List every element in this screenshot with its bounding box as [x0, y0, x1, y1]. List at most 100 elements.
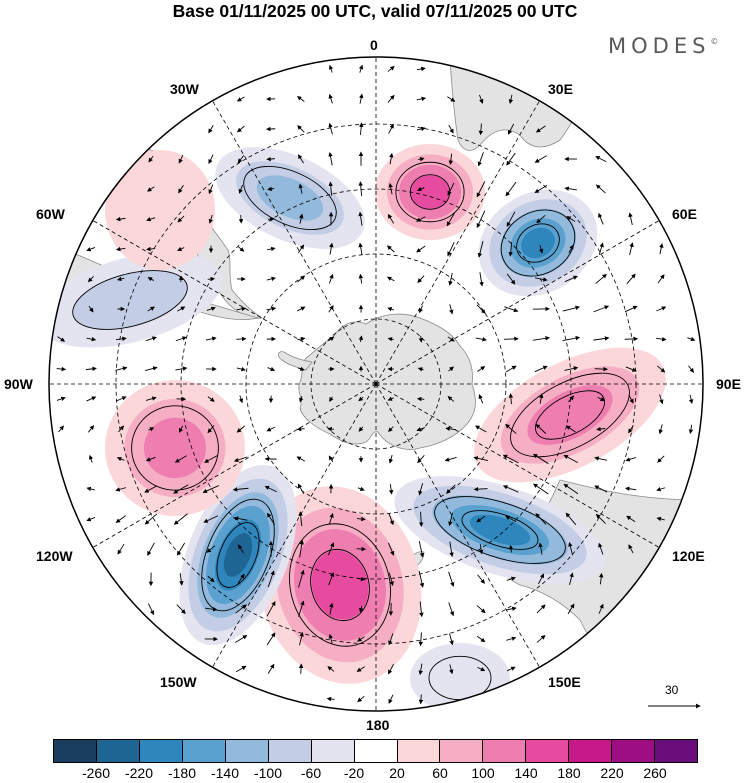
colorbar — [53, 739, 698, 763]
lon-label-150w: 150W — [160, 674, 197, 690]
wind-arrow — [504, 306, 519, 313]
wind-arrow — [57, 336, 66, 342]
wind-arrow — [56, 366, 67, 372]
wind-arrow — [236, 306, 247, 312]
wind-arrow — [299, 213, 304, 224]
wind-arrow — [388, 513, 394, 526]
wind-arrow — [418, 305, 424, 314]
wind-arrow — [144, 513, 158, 525]
wind-vectors — [56, 64, 696, 705]
wind-arrow — [656, 306, 667, 312]
wind-arrow — [562, 305, 580, 312]
wind-arrow — [388, 633, 394, 646]
wind-arrow — [658, 424, 663, 435]
wind-arrow — [446, 212, 456, 227]
wind-arrow — [534, 185, 548, 193]
wind-arrow — [88, 305, 94, 313]
wind-arrow — [357, 486, 365, 491]
colorbar-tick-label: -180 — [167, 765, 197, 781]
wind-arrow — [594, 456, 608, 461]
wind-arrow — [388, 542, 395, 556]
wind-arrow — [232, 487, 249, 492]
contour-ring — [516, 223, 560, 263]
wind-arrow — [387, 65, 395, 72]
wind-arrow — [418, 663, 423, 676]
wind-arrow — [147, 186, 155, 192]
wind-arrow — [595, 513, 606, 524]
wind-arrow — [688, 365, 694, 373]
wind-arrow — [538, 393, 544, 404]
wind-arrow — [568, 395, 575, 403]
wind-arrow — [418, 511, 424, 527]
wind-arrow — [356, 516, 366, 522]
wind-arrow — [237, 573, 245, 584]
wind-arrow — [328, 305, 334, 313]
colorbar-segment — [182, 740, 226, 762]
anomaly-cell — [394, 476, 606, 584]
chart-title: Base 01/11/2025 00 UTC, valid 07/11/2025… — [172, 1, 578, 21]
wind-arrow — [473, 486, 488, 492]
wind-arrow — [146, 246, 156, 252]
wind-arrow — [328, 93, 333, 104]
wind-arrow — [656, 487, 666, 492]
wind-arrow — [568, 244, 574, 253]
wind-arrow — [687, 336, 696, 342]
anomaly-contour — [434, 496, 566, 564]
wind-arrow — [502, 454, 519, 464]
wind-arrow — [444, 457, 457, 462]
colorbar-segment — [311, 740, 355, 762]
wind-arrow — [473, 456, 489, 461]
wind-arrow — [594, 366, 608, 372]
wind-arrow — [657, 455, 665, 463]
colorbar-tick-label: 100 — [471, 765, 495, 781]
wind-arrow — [238, 395, 244, 404]
wind-arrow — [179, 572, 184, 586]
wind-arrow — [328, 512, 334, 525]
wind-arrow — [448, 512, 453, 527]
wind-arrow — [507, 123, 515, 135]
wind-arrow — [628, 544, 634, 554]
wind-arrow — [475, 337, 487, 342]
contour-ring — [500, 209, 576, 277]
wind-arrow — [659, 394, 664, 405]
wind-arrow — [204, 455, 218, 463]
wind-arrow — [358, 181, 363, 197]
wind-arrow — [328, 64, 334, 73]
wind-arrow — [145, 366, 158, 372]
wind-arrow — [86, 336, 97, 342]
wind-arrow — [357, 695, 365, 703]
wind-arrow — [329, 242, 334, 255]
wind-arrow — [448, 366, 454, 372]
colorbar-tick-label: 60 — [432, 765, 448, 781]
wind-arrow — [416, 245, 426, 253]
wind-arrow — [598, 572, 604, 585]
wind-arrow — [176, 604, 186, 614]
wind-arrow — [508, 544, 514, 553]
wind-arrow — [538, 542, 543, 555]
colorbar-tick-label: -60 — [300, 765, 322, 781]
wind-arrow — [266, 306, 277, 312]
wind-arrow — [115, 246, 126, 252]
lon-label-150e: 150E — [548, 674, 581, 690]
wind-arrow — [174, 455, 187, 463]
wind-arrow — [418, 483, 424, 496]
contour-ring — [510, 372, 630, 458]
wind-arrow — [145, 456, 156, 462]
wind-arrow — [328, 122, 333, 135]
wind-arrow — [387, 213, 395, 224]
wind-arrow — [144, 485, 158, 493]
anomaly-shade — [105, 150, 215, 270]
wind-arrow — [235, 604, 248, 614]
reference-vector-value: 30 — [665, 683, 679, 697]
wind-arrow — [449, 541, 454, 558]
wind-arrow — [85, 366, 97, 372]
wind-arrow — [475, 425, 487, 433]
wind-arrow — [175, 336, 187, 342]
wind-arrow — [236, 366, 246, 372]
wind-arrow — [506, 211, 516, 227]
colorbar-segment — [268, 740, 312, 762]
wind-arrow — [327, 666, 335, 672]
wind-arrow — [564, 186, 577, 191]
wind-arrow — [418, 156, 425, 162]
wind-arrow — [477, 574, 485, 584]
